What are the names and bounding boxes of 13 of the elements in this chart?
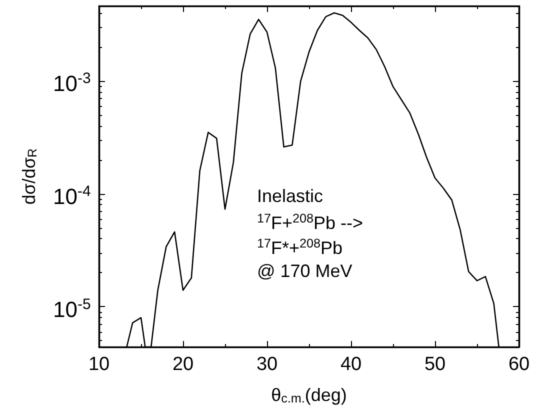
y-tick-label: 10$^{-3}$ — [53, 70, 91, 96]
y-tick-label: 10$^{-5}$ — [53, 296, 91, 322]
x-tick-label: 40 — [340, 354, 362, 375]
y-axis-title: dσ/dσR — [18, 148, 40, 205]
x-tick-label: 20 — [172, 354, 194, 375]
x-tick-label: 50 — [424, 354, 446, 375]
annotation: Inelastic — [257, 186, 324, 206]
x-axis-title: θc.m.(deg) — [271, 385, 347, 406]
x-tick-label: 10 — [88, 354, 110, 375]
x-tick-label: 30 — [256, 354, 278, 375]
y-tick-label: 10$^{-4}$ — [53, 182, 91, 209]
annotation: @ 170 MeV — [257, 261, 352, 281]
x-tick-label: 60 — [508, 354, 530, 375]
